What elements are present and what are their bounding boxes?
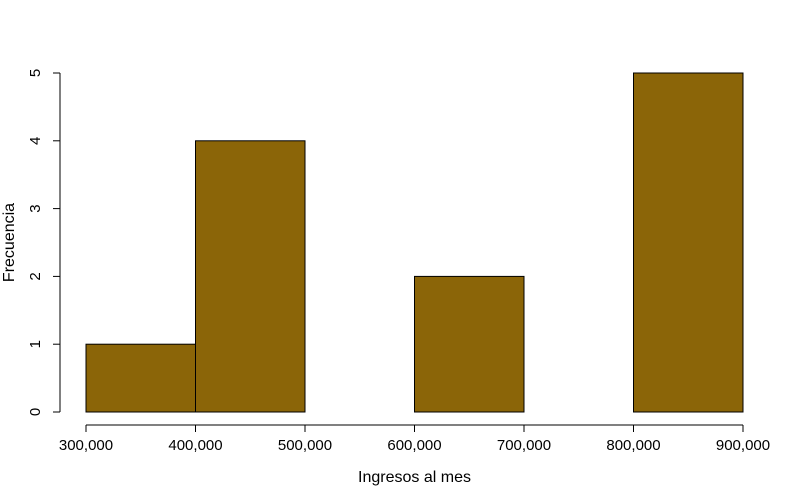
x-axis-title: Ingresos al mes (358, 469, 471, 486)
y-tick-label: 2 (27, 272, 44, 280)
x-tick-label: 900,000 (716, 437, 770, 454)
x-tick-label: 700,000 (497, 437, 551, 454)
x-tick-label: 400,000 (168, 437, 222, 454)
y-tick-label: 4 (27, 137, 44, 145)
x-axis-ticks: 300,000 400,000 500,000 600,000 700,000 800,0… (59, 425, 770, 454)
bars-group (85, 72, 744, 413)
y-tick-label: 3 (27, 204, 44, 212)
histogram-bar-2 (195, 140, 306, 413)
histogram-bar-6 (633, 72, 744, 413)
y-axis-ticks: 0 1 2 3 4 5 (27, 69, 60, 416)
x-tick-label: 500,000 (278, 437, 332, 454)
y-tick-label: 5 (27, 69, 44, 77)
histogram-bar-4 (414, 275, 525, 413)
x-tick-label: 800,000 (606, 437, 660, 454)
x-tick-label: 300,000 (59, 437, 113, 454)
histogram-bar-1 (85, 343, 196, 413)
y-tick-label: 0 (27, 408, 44, 416)
x-tick-label: 600,000 (387, 437, 441, 454)
y-axis-title: Frecuencia (1, 203, 18, 282)
y-tick-label: 1 (27, 340, 44, 348)
